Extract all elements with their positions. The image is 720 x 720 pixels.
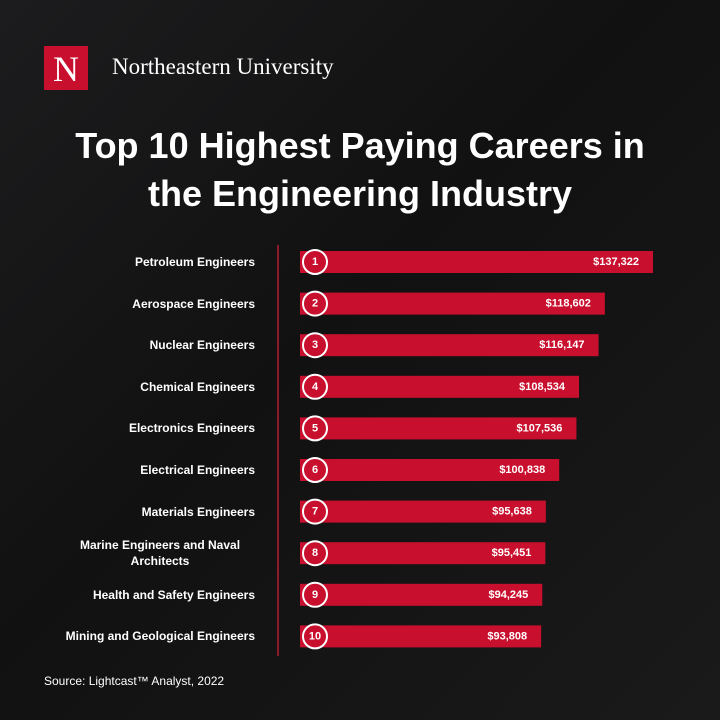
value-label: $100,838 <box>499 464 545 476</box>
rank-badge <box>302 623 328 650</box>
rank-number: 10 <box>309 630 321 642</box>
rank-badge <box>302 373 328 400</box>
value-label: $93,808 <box>487 630 527 642</box>
rank-badge <box>302 332 328 359</box>
logo: N <box>44 46 88 90</box>
category-label: Chemical Engineers <box>140 379 255 394</box>
rank-number: 4 <box>312 381 319 393</box>
rank-number: 2 <box>312 298 318 310</box>
rank-number: 9 <box>312 589 318 601</box>
bar <box>300 334 599 357</box>
category-label: Marine Engineers and Naval Architects <box>79 538 241 569</box>
bar <box>300 625 542 648</box>
rank-badge <box>302 290 328 317</box>
bar <box>300 417 577 440</box>
bar <box>300 500 546 523</box>
bar <box>300 583 543 606</box>
rank-number: 3 <box>312 339 318 351</box>
category-label: Petroleum Engineers <box>134 255 255 269</box>
bar <box>300 375 579 398</box>
bar <box>300 542 546 565</box>
category-label: Electronics Engineers <box>128 421 255 436</box>
value-label: $108,534 <box>519 381 566 393</box>
rank-badge <box>302 415 328 442</box>
rank-badge <box>302 498 328 525</box>
rank-badge <box>302 540 328 567</box>
value-label: $94,245 <box>489 589 529 601</box>
bar <box>300 459 560 481</box>
chart-title: Top 10 Highest Paying Careers in the Eng… <box>75 125 645 214</box>
bar <box>300 251 653 273</box>
value-label: $107,536 <box>517 422 563 434</box>
rank-number: 5 <box>312 422 318 434</box>
category-label: Health and Safety Engineers <box>92 587 255 602</box>
bar <box>300 292 605 315</box>
value-label: $95,638 <box>492 506 532 518</box>
value-label: $137,322 <box>593 256 639 268</box>
rank-badge <box>302 457 328 483</box>
rank-badge <box>302 581 328 608</box>
value-label: $95,451 <box>492 547 532 559</box>
rank-number: 6 <box>312 464 318 476</box>
category-label: Materials Engineers <box>141 504 255 519</box>
category-label: Aerospace Engineers <box>132 296 255 311</box>
value-label: $116,147 <box>539 339 584 351</box>
category-label: Electrical Engineers <box>140 463 255 477</box>
brand-name: Northeastern University <box>112 54 334 79</box>
category-label: Nuclear Engineers <box>149 338 255 353</box>
value-label: $118,602 <box>546 298 591 310</box>
rank-number: 7 <box>312 506 318 518</box>
rank-badge <box>302 249 328 275</box>
source: Source: Lightcast™ Analyst, 2022 <box>44 674 225 688</box>
rank-number: 1 <box>312 256 318 268</box>
rank-number: 8 <box>312 547 318 559</box>
category-label: Mining and Geological Engineers <box>65 629 255 644</box>
